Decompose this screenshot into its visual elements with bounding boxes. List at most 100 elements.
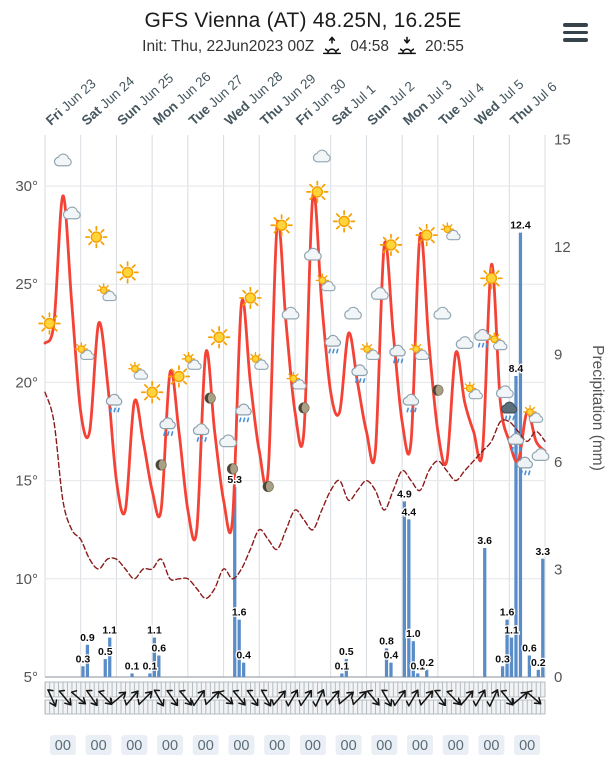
precip-value-label: 0.1 (143, 660, 158, 672)
cloud-icon (531, 448, 550, 461)
precip-value-label: 0.8 (379, 635, 394, 647)
wind-arrow (366, 689, 380, 706)
precip-bar (242, 662, 246, 677)
menu-button[interactable] (559, 15, 592, 50)
wind-arrow (124, 690, 139, 706)
rain-icon (389, 344, 406, 364)
precip-bar (344, 659, 348, 677)
wind-arrow (312, 689, 326, 707)
hour-chip (407, 735, 433, 755)
precip-value-label: 12.4 (510, 220, 531, 232)
hour-label: 00 (198, 738, 214, 754)
hour-label: 00 (162, 738, 178, 754)
wind-arrow (405, 689, 419, 707)
wind-arrow (472, 689, 486, 707)
hour-chip (478, 735, 505, 755)
sun-icon (332, 210, 356, 233)
hour-label: 00 (55, 738, 71, 754)
wind-arrows (47, 689, 542, 707)
precip-value-label: 0.5 (98, 646, 113, 658)
sun-icon (306, 180, 329, 204)
wind-arrow (218, 690, 234, 705)
precip-bar (541, 558, 545, 677)
sun-icon (270, 214, 293, 237)
weather-icons (38, 149, 550, 493)
moon-icon (298, 402, 310, 414)
precip-bar (416, 673, 420, 677)
precip-value-label: 0.6 (522, 643, 537, 655)
hour-chip (371, 735, 398, 755)
wind-arrow (166, 689, 179, 707)
partly-icon (409, 342, 430, 361)
partly-icon (248, 351, 269, 370)
hour-label: 00 (448, 738, 464, 754)
cloud-icon (344, 306, 362, 320)
hour-chip (335, 735, 362, 755)
partly-icon (462, 381, 484, 400)
sun-icon (480, 267, 503, 290)
wind-arrow (47, 689, 58, 707)
sun-icon (239, 286, 262, 310)
hour-label: 00 (233, 738, 249, 754)
precip-value-label: 0.4 (384, 650, 399, 662)
wind-arrow (434, 689, 447, 707)
temp-tick-label: 10° (15, 571, 38, 588)
hour-label: 00 (483, 738, 499, 754)
wind-arrow (324, 690, 340, 706)
precip-value-label: 8.4 (509, 363, 524, 375)
wind-arrow (58, 689, 72, 706)
temperature-line (43, 191, 547, 542)
precip-bar (157, 655, 161, 677)
precip-value-label: 0.1 (410, 660, 425, 672)
hour-label: 00 (341, 738, 357, 754)
precip-tick-label: 15 (554, 132, 571, 149)
precip-bar (233, 487, 237, 677)
rain-icon (473, 328, 491, 348)
moon-icon (226, 463, 239, 475)
wind-arrow (446, 689, 461, 706)
menu-bar (563, 30, 588, 35)
partly-icon (74, 342, 95, 361)
precip-value-label: 1.1 (147, 625, 162, 637)
wind-arrow (298, 689, 313, 707)
cloud-icon (455, 336, 474, 350)
precip-value-label: 3.3 (535, 546, 550, 558)
wind-arrow (285, 689, 299, 707)
hour-label: 00 (269, 738, 285, 754)
precip-bar (425, 669, 429, 677)
sun-icon (167, 365, 191, 388)
wind-arrow (381, 689, 393, 707)
hour-chip (121, 735, 148, 755)
wind-arrow (458, 690, 474, 706)
cloud-icon (312, 149, 331, 163)
hour-chip (192, 735, 219, 755)
cloud-icon (433, 306, 452, 320)
precip-bar (130, 673, 134, 677)
partly-icon (181, 351, 202, 370)
partly-icon (487, 332, 508, 351)
rain-icon (159, 417, 177, 437)
hour-label: 00 (412, 738, 428, 754)
hour-label: 00 (519, 738, 535, 754)
precip-tick-label: 12 (554, 239, 571, 256)
precip-bar (509, 637, 514, 677)
temperature-curves (43, 191, 547, 600)
menu-bar (563, 23, 588, 27)
wind-arrow (526, 690, 542, 705)
precip-axis-title: Precipitation (mm) (589, 345, 606, 471)
precip-bar (340, 673, 344, 677)
precip-bar (483, 548, 487, 677)
wind-arrow (512, 691, 529, 705)
moon-icon (204, 392, 216, 404)
precip-value-label: 0.6 (152, 643, 167, 655)
sun-icon (207, 326, 231, 349)
rain-icon (324, 334, 342, 354)
wind-arrow (260, 689, 272, 707)
wind-arrow (232, 689, 246, 706)
precip-bar (505, 619, 509, 677)
precip-value-label: 1.6 (500, 607, 515, 619)
precip-tick-label: 0 (554, 669, 562, 686)
precip-bar (237, 619, 241, 677)
hour-chip (264, 735, 291, 755)
